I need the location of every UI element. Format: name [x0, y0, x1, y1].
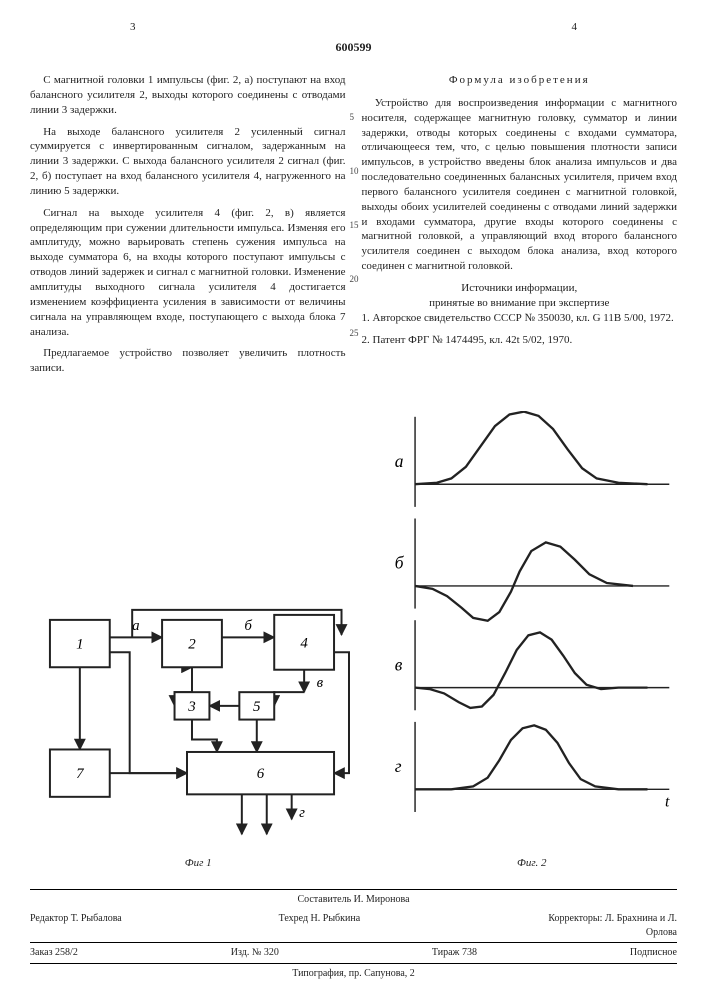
figure-1-caption: Фиг 1	[30, 856, 366, 871]
footer-compiler: Составитель И. Миронова	[30, 890, 677, 910]
footer-izd: Изд. № 320	[231, 946, 279, 960]
footer-tech: Техред Н. Рыбкина	[279, 912, 361, 939]
svg-text:6: 6	[257, 766, 265, 782]
figure-1: 1 2 3 4 5 6 7 а б в г Фиг 1	[30, 585, 366, 870]
left-para-4: Предлагаемое устройство позволяет увелич…	[30, 346, 346, 376]
footer-proof: Корректоры: Л. Брахнина и Л. Орлова	[517, 912, 677, 939]
svg-text:а: а	[132, 618, 139, 634]
svg-text:б: б	[244, 618, 252, 634]
two-column-text: С магнитной головки 1 импульсы (фиг. 2, …	[30, 73, 677, 383]
svg-text:2: 2	[188, 637, 196, 653]
figure-2: а б в г t Фиг. 2	[386, 411, 677, 871]
figure-2-waveforms: а б в г t	[386, 411, 677, 847]
left-para-2: На выходе балансного усилителя 2 усиленн…	[30, 125, 346, 199]
svg-text:в: в	[395, 654, 403, 674]
sources-title: Источники информации, принятые во вниман…	[362, 281, 678, 311]
svg-text:а: а	[395, 451, 404, 471]
svg-text:б: б	[395, 553, 405, 573]
footer-typography: Типография, пр. Сапунова, 2	[30, 964, 677, 984]
footer: Составитель И. Миронова Редактор Т. Рыба…	[30, 889, 677, 984]
svg-text:4: 4	[300, 636, 308, 652]
source-1: 1. Авторское свидетельство СССР № 350030…	[362, 311, 678, 326]
left-para-1: С магнитной головки 1 импульсы (фиг. 2, …	[30, 73, 346, 118]
svg-text:5: 5	[253, 699, 261, 715]
formula-title: Формула изобретения	[362, 73, 678, 88]
figure-1-diagram: 1 2 3 4 5 6 7 а б в г	[30, 585, 366, 847]
footer-order: Заказ 258/2	[30, 946, 78, 960]
svg-text:г: г	[395, 756, 402, 776]
page-number-row: 3 4	[30, 20, 677, 35]
source-2: 2. Патент ФРГ № 1474495, кл. 42t 5/02, 1…	[362, 333, 678, 348]
page-number-right: 4	[572, 20, 578, 35]
page-number-left: 3	[130, 20, 136, 35]
claim-para: Устройство для воспроизведения информаци…	[362, 96, 678, 274]
svg-text:г: г	[299, 805, 305, 821]
svg-text:1: 1	[76, 637, 83, 653]
footer-editor: Редактор Т. Рыбалова	[30, 912, 122, 939]
figure-2-caption: Фиг. 2	[386, 856, 677, 871]
right-column: 5 10 15 20 25 Формула изобретения Устрой…	[362, 73, 678, 383]
left-para-3: Сигнал на выходе усилителя 4 (фиг. 2, в)…	[30, 206, 346, 340]
svg-text:в: в	[317, 675, 324, 691]
left-column: С магнитной головки 1 импульсы (фиг. 2, …	[30, 73, 346, 383]
svg-text:t: t	[665, 794, 670, 811]
footer-sub: Подписное	[630, 946, 677, 960]
document-number: 600599	[30, 39, 677, 55]
svg-text:3: 3	[187, 699, 195, 715]
svg-text:7: 7	[76, 766, 84, 782]
footer-tirazh: Тираж 738	[432, 946, 477, 960]
figures-row: 1 2 3 4 5 6 7 а б в г Фиг 1 а б в г t Фиг. 2	[30, 411, 677, 871]
